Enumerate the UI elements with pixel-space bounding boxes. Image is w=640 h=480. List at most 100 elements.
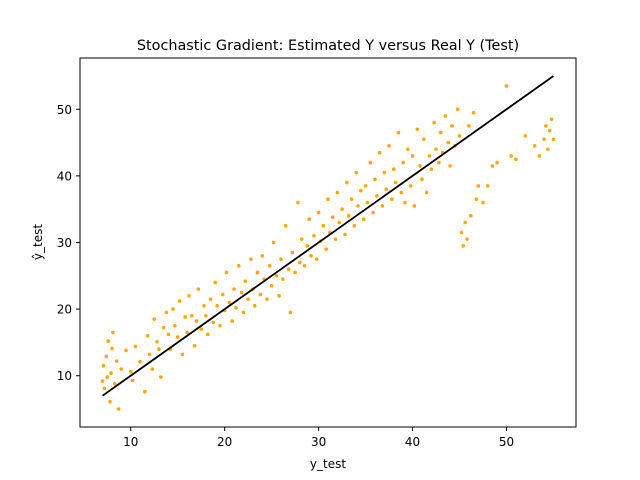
data-point [271,240,276,245]
data-point [298,260,302,265]
data-point [446,140,451,145]
data-point [205,332,210,337]
data-point [243,279,248,283]
data-point [544,124,548,128]
data-point [106,339,110,343]
data-point [252,303,257,308]
data-point [249,257,253,261]
data-point [138,359,142,364]
data-point [312,234,316,238]
data-point [307,217,312,221]
data-point [396,130,401,135]
data-point [111,330,115,335]
data-point [279,257,283,261]
data-point [112,381,117,386]
data-point [326,197,330,202]
data-point [337,220,342,225]
data-point [204,313,208,318]
data-point [224,270,229,275]
data-point [352,224,357,228]
data-point [448,164,452,168]
data-point [230,319,234,323]
data-point [152,317,157,321]
data-point [406,147,410,152]
data-point [471,110,476,115]
data-point [171,307,175,311]
data-point [215,303,219,308]
data-point [119,367,124,371]
data-point [187,293,191,298]
data-point [290,250,295,255]
data-point [199,327,203,331]
data-point [102,386,107,391]
data-point [401,160,405,165]
data-point [474,197,479,202]
data-point [305,244,310,248]
data-point [227,300,232,305]
data-point [100,379,105,383]
data-point [346,214,351,218]
data-point [196,287,201,291]
data-point [514,157,518,162]
data-point [468,214,473,218]
data-point [299,237,304,241]
data-point [333,237,338,241]
data-point [382,170,387,175]
data-point [161,325,166,330]
data-point [124,348,128,353]
data-point [255,270,260,275]
y-axis-ticks: 10 20 30 40 50 [57,103,80,383]
data-point [412,204,417,208]
data-point [110,346,114,351]
data-point [145,333,150,338]
data-point [359,188,363,193]
data-point [490,164,495,168]
data-point [194,319,199,323]
data-point [177,299,182,303]
data-point [377,150,382,155]
data-point [241,310,246,315]
data-point [390,197,394,202]
data-point [258,292,263,297]
data-point [371,210,375,215]
data-point [147,352,152,357]
data-point [457,134,462,138]
data-point [408,184,413,188]
data-point [211,320,216,325]
data-point [128,369,133,374]
reference-line [102,75,554,397]
data-point [504,84,509,88]
data-point [450,124,454,128]
x-tick-label: 50 [499,435,514,449]
data-point [274,274,279,278]
data-point [108,399,112,404]
data-point [467,124,471,128]
data-point [418,164,422,168]
data-point [155,339,159,344]
data-point [532,144,537,148]
data-point [343,232,347,237]
data-point [286,267,291,271]
data-point [213,280,218,285]
data-point [391,167,396,172]
data-point [340,207,344,211]
y-tick-label: 40 [57,169,72,183]
data-point [434,147,438,152]
data-point [173,323,177,328]
data-point [422,137,426,142]
data-point [105,375,110,379]
data-point [314,257,319,261]
data-point [344,180,349,185]
data-point [363,184,368,188]
data-point [267,264,272,268]
data-point [461,244,466,248]
y-tick-label: 10 [57,369,72,383]
y-tick-label: 30 [57,236,72,250]
data-point [523,134,528,138]
data-point [387,144,391,148]
data-point [104,354,109,359]
data-point [269,283,274,288]
data-point [265,297,269,301]
x-axis-ticks: 10 20 30 40 50 [123,427,514,449]
data-point [150,367,155,371]
